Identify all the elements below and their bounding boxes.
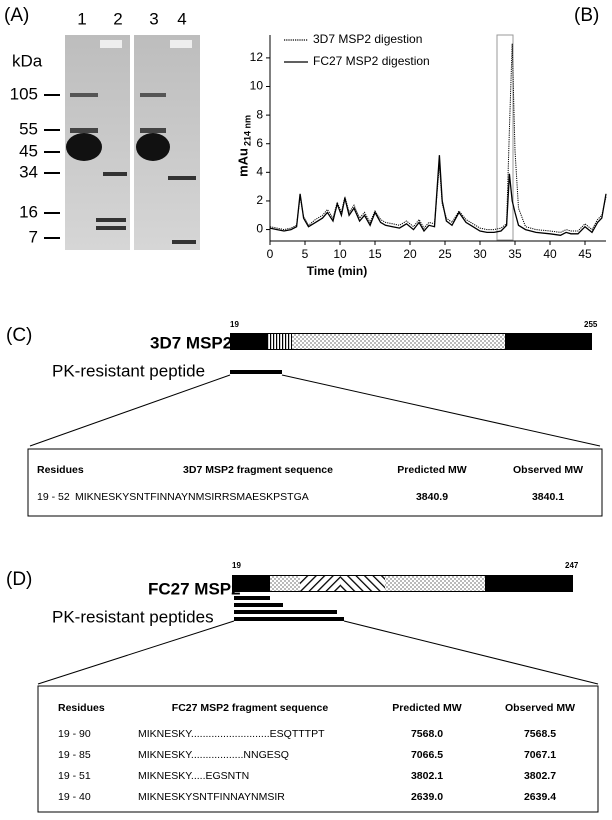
y-axis-label: mAu [235, 148, 250, 177]
panel-label: (D) [6, 569, 32, 590]
panel-a: (A) kDa [4, 5, 200, 250]
y-tick-label: 10 [250, 79, 264, 93]
table-header: Predicted MW [392, 702, 462, 714]
marker-label: 34 [19, 162, 38, 181]
table-cell: 7568.5 [524, 728, 556, 740]
table-cell: 3840.1 [532, 491, 564, 503]
domain [300, 576, 340, 591]
table-cell: MIKNESKY...........................ESQTT… [138, 728, 325, 740]
x-tick-label: 30 [473, 247, 487, 261]
end-residue: 247 [565, 561, 579, 570]
table-cell: 19 - 90 [58, 728, 91, 740]
unit-label: kDa [12, 51, 43, 70]
end-residue: 255 [584, 320, 598, 329]
table-cell: 3802.1 [411, 770, 443, 782]
domain [270, 576, 300, 591]
table-cell: 3802.7 [524, 770, 556, 782]
table-cell: 3840.9 [416, 491, 448, 503]
zoom-line [343, 620, 599, 685]
x-tick-label: 10 [333, 247, 347, 261]
marker-label: 16 [19, 202, 38, 221]
start-residue: 19 [230, 320, 239, 329]
table-cell: 19 - 51 [58, 770, 91, 782]
y-axis-label-sub: 214 nm [242, 115, 252, 146]
table-cell: MIKNESKYSNTFINNAYNMSIRRSMAESKPSTGA [75, 491, 309, 503]
table-box [27, 448, 603, 517]
x-tick-label: 15 [368, 247, 382, 261]
panel-label: (C) [6, 325, 32, 346]
lane-label: 2 [113, 9, 122, 28]
table-header: Residues [37, 464, 84, 476]
series-line [269, 155, 607, 236]
marker-label: 55 [19, 119, 38, 138]
zoom-line [281, 374, 601, 447]
peptide-label: PK-resistant peptide [52, 361, 205, 380]
panel-c: (C) 3D7 MSP2 19 255 PK-resistant peptide [6, 320, 603, 517]
table-cell: 7066.5 [411, 749, 443, 761]
lane-label: 3 [149, 9, 158, 28]
table-header: Predicted MW [397, 464, 467, 476]
marker-label: 7 [29, 227, 38, 246]
peptide-bars [234, 596, 344, 621]
table-cell: 2639.0 [411, 791, 443, 803]
y-axis-title: mAu 214 nm [235, 115, 252, 177]
highlight-box [496, 34, 514, 241]
start-residue: 19 [232, 561, 241, 570]
table-cell: MIKNESKYSNTFINNAYNMSIR [138, 791, 285, 803]
y-tick-label: 12 [250, 50, 264, 64]
domain [385, 576, 485, 591]
series-line [269, 43, 607, 233]
zoom-line [37, 620, 235, 685]
x-tick-label: 20 [403, 247, 417, 261]
peptide-label: PK-resistant peptides [52, 607, 214, 626]
table-header: Observed MW [505, 702, 575, 714]
y-tick-label: 6 [256, 136, 263, 150]
marker-label: 45 [19, 141, 38, 160]
lane-label: 1 [77, 9, 86, 28]
table-cell: 7568.0 [411, 728, 443, 740]
table-cell: MIKNESKY..................NNGESQ [138, 749, 289, 761]
table-cell: 7067.1 [524, 749, 556, 761]
panel-label: (A) [4, 5, 29, 26]
legend-label: 3D7 MSP2 digestion [313, 32, 422, 46]
x-tick-label: 35 [508, 247, 522, 261]
table-cell: 19 - 40 [58, 791, 91, 803]
gel-bands [66, 40, 196, 244]
x-tick-label: 45 [578, 247, 592, 261]
x-tick-label: 25 [438, 247, 452, 261]
y-tick-label: 4 [256, 165, 263, 179]
protein-name: FC27 MSP2 [148, 579, 241, 598]
panel-b: (B) mAu 214 nm Time (min) [235, 5, 599, 278]
x-tick-label: 5 [302, 247, 309, 261]
y-tick-label: 2 [256, 193, 263, 207]
protein-name: 3D7 MSP2 [150, 333, 232, 352]
x-axis-label: Time (min) [307, 264, 367, 278]
table-header: Observed MW [513, 464, 583, 476]
table-cell: 19 - 52 [37, 491, 70, 503]
table-cell: MIKNESKY.....EGSNTN [138, 770, 249, 782]
legend-label: FC27 MSP2 digestion [313, 54, 430, 68]
table-header: Residues [58, 702, 105, 714]
x-tick-label: 0 [267, 247, 274, 261]
lane-label: 4 [177, 9, 186, 28]
table-cell: 19 - 85 [58, 749, 91, 761]
x-tick-label: 40 [543, 247, 557, 261]
table-header: 3D7 MSP2 fragment sequence [183, 464, 333, 476]
y-tick-label: 8 [256, 107, 263, 121]
y-tick-label: 0 [256, 222, 263, 236]
panel-label: (B) [574, 5, 599, 26]
domain [340, 576, 385, 591]
table-header: FC27 MSP2 fragment sequence [172, 702, 329, 714]
table-cell: 2639.4 [524, 791, 556, 803]
peptide-bar [230, 370, 282, 374]
panel-d: (D) FC27 MSP2 19 247 PK-resistant peptid… [6, 561, 599, 813]
domain [292, 334, 505, 349]
domain [268, 334, 292, 349]
zoom-line [29, 374, 231, 447]
table-box [37, 685, 599, 813]
marker-label: 105 [10, 84, 38, 103]
